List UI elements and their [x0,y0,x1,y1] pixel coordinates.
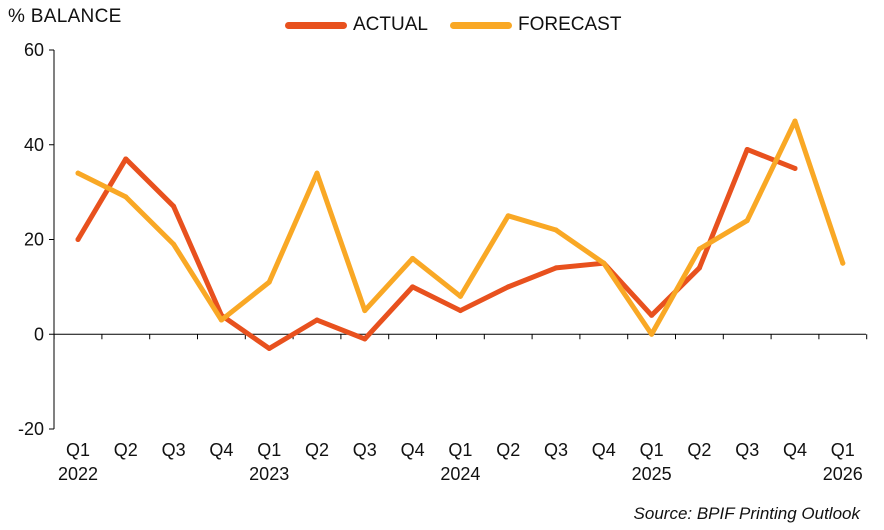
data-point-forecast [457,293,463,299]
series-line-actual [75,146,798,351]
x-tick-label: Q3 [353,440,377,460]
data-point-actual [171,203,177,209]
source-note: Source: BPIF Printing Outlook [633,504,860,523]
x-tick-label: Q3 [162,440,186,460]
x-year-label: 2023 [249,464,289,484]
legend: ACTUAL FORECAST [285,14,643,36]
data-point-forecast [744,218,750,224]
data-point-forecast [218,317,224,323]
data-point-forecast [696,246,702,252]
data-point-actual [362,336,368,342]
x-tick-label: Q3 [544,440,568,460]
data-point-actual [457,308,463,314]
x-tick-label: Q4 [783,440,807,460]
y-axis-label: % BALANCE [8,6,122,27]
x-tick-label: Q4 [401,440,425,460]
data-point-actual [123,156,129,162]
data-point-forecast [505,213,511,219]
y-tick-label: 0 [34,324,44,344]
data-point-actual [744,146,750,152]
legend-label-forecast: FORECAST [517,14,622,35]
data-point-forecast [601,260,607,266]
data-point-forecast [553,227,559,233]
legend-item-forecast: FORECAST [449,14,622,36]
x-tick-label: Q4 [209,440,233,460]
x-tick-label: Q1 [831,440,855,460]
data-point-forecast [171,241,177,247]
data-point-actual [792,165,798,171]
data-point-forecast [75,170,81,176]
x-tick-label: Q1 [640,440,664,460]
data-point-actual [410,284,416,290]
legend-label-actual: ACTUAL [353,14,428,35]
data-point-forecast [266,279,272,285]
data-point-forecast [123,194,129,200]
data-point-forecast [314,170,320,176]
x-tick-label: Q4 [592,440,616,460]
data-point-actual [696,265,702,271]
legend-item-actual: ACTUAL [285,14,428,36]
data-point-actual [266,345,272,351]
x-tick-label: Q2 [305,440,329,460]
data-point-forecast [362,308,368,314]
data-point-actual [553,265,559,271]
legend-swatch-actual [285,21,347,29]
x-year-label: 2025 [632,464,672,484]
legend-swatch-forecast [449,21,512,29]
data-point-forecast [792,118,798,124]
y-tick-label: 40 [24,135,44,155]
data-point-forecast [649,331,655,337]
data-point-actual [649,312,655,318]
x-tick-label: Q2 [687,440,711,460]
x-tick-label: Q2 [114,440,138,460]
series-line-forecast [75,118,846,337]
y-tick-label: 60 [24,40,44,60]
y-tick-label: -20 [18,419,44,439]
x-tick-label: Q3 [735,440,759,460]
data-point-forecast [840,260,846,266]
data-point-actual [505,284,511,290]
x-tick-label: Q1 [448,440,472,460]
x-year-label: 2024 [440,464,480,484]
data-point-actual [314,317,320,323]
x-year-label: 2026 [823,464,863,484]
x-tick-label: Q2 [496,440,520,460]
x-year-label: 2022 [58,464,98,484]
data-point-forecast [410,255,416,261]
x-tick-label: Q1 [66,440,90,460]
x-tick-label: Q1 [257,440,281,460]
y-tick-label: 20 [24,230,44,250]
data-point-actual [75,237,81,242]
